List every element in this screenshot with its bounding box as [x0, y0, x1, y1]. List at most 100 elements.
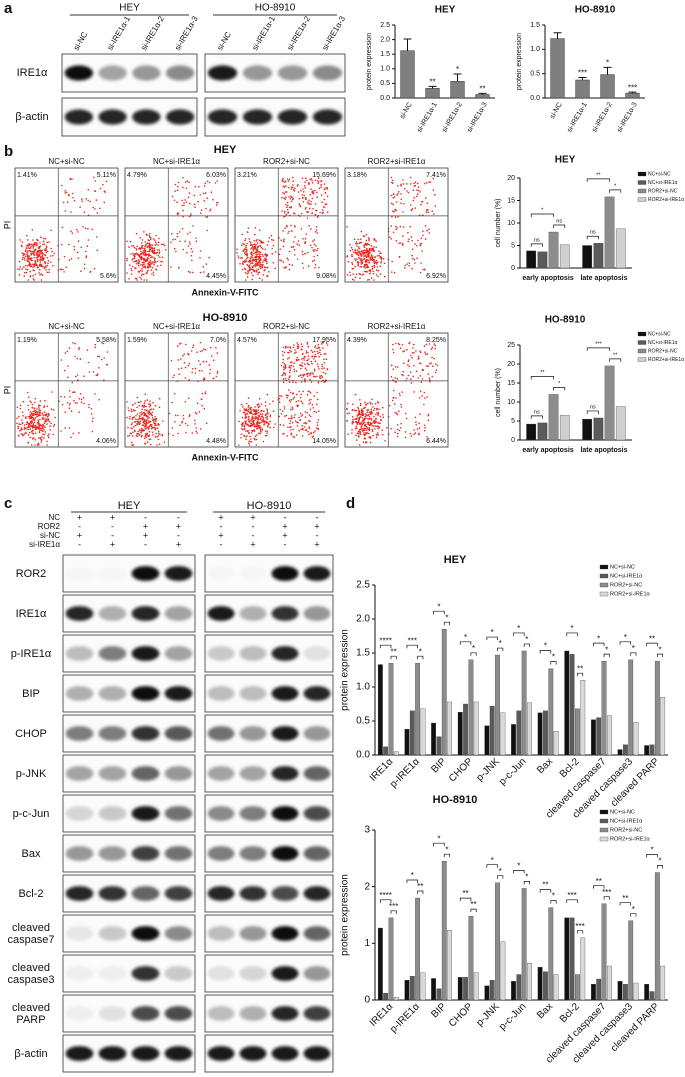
flow-event: [189, 243, 191, 245]
flow-event: [424, 351, 426, 353]
flow-event: [19, 274, 21, 276]
flow-event: [366, 259, 368, 261]
flow-event: [394, 412, 396, 414]
flow-event: [414, 262, 416, 264]
flow-event: [393, 211, 395, 213]
flow-event: [144, 430, 146, 432]
flow-event: [378, 402, 380, 404]
flow-event: [30, 437, 32, 439]
flow-event: [252, 418, 254, 420]
blot-row-label: p-c-Jun: [0, 795, 62, 832]
flow-event: [309, 179, 311, 181]
flow-event: [355, 422, 357, 424]
flow-event: [302, 435, 304, 437]
flow-event: [404, 267, 406, 269]
flow-event: [358, 246, 360, 248]
significance-bracket: [531, 214, 553, 217]
flow-event: [27, 429, 29, 431]
flow-event: [252, 255, 254, 257]
flow-event: [149, 439, 151, 441]
flow-event: [254, 251, 256, 253]
significance-label: ***: [595, 341, 602, 347]
flow-event: [358, 255, 360, 257]
blot-band: [66, 686, 94, 701]
flow-event: [394, 431, 396, 433]
flow-event: [321, 368, 323, 370]
blot-band: [208, 1006, 235, 1021]
flow-event: [200, 351, 202, 353]
flow-event: [367, 418, 369, 420]
flow-event: [155, 424, 157, 426]
flow-event: [146, 254, 148, 256]
bar: [618, 750, 622, 755]
flow-event: [150, 421, 152, 423]
flow-event: [244, 409, 246, 411]
flow-event: [286, 206, 288, 208]
flow-event: [134, 403, 136, 405]
bar: [601, 75, 615, 98]
flow-event: [255, 266, 257, 268]
flow-event: [424, 345, 426, 347]
flow-event: [48, 419, 50, 421]
flow-event: [29, 262, 31, 264]
flow-event: [144, 400, 146, 402]
blot-band: [272, 806, 299, 821]
flow-event: [408, 375, 410, 377]
flow-event: [242, 423, 244, 425]
flow-event: [142, 429, 144, 431]
flow-event: [181, 422, 183, 424]
flow-event: [391, 203, 393, 205]
flow-event: [244, 435, 246, 437]
flow-event: [357, 414, 359, 416]
flow-event: [252, 416, 254, 418]
flow-event: [50, 230, 52, 232]
flow-event: [327, 369, 329, 371]
blot-band: [66, 886, 94, 901]
flow-event: [238, 257, 240, 259]
flow-event: [183, 353, 185, 355]
flow-event: [323, 206, 325, 208]
flow-event: [298, 375, 300, 377]
flow-event: [30, 253, 32, 255]
flow-event: [174, 421, 176, 423]
flow-event: [312, 182, 314, 184]
flow-event: [150, 408, 152, 410]
flow-event: [158, 435, 160, 437]
flow-event: [142, 425, 144, 427]
y-tick-label: 2.0: [356, 614, 370, 625]
blot-row-label: IRE1α: [0, 595, 62, 632]
flow-event: [26, 235, 28, 237]
flow-event: [267, 267, 269, 269]
flow-event: [24, 432, 26, 434]
flow-event: [390, 428, 392, 430]
flow-event: [270, 414, 272, 416]
flow-event: [245, 439, 247, 441]
flow-event: [436, 369, 438, 371]
flow-event: [371, 399, 373, 401]
flow-event: [413, 344, 415, 346]
flow-event: [291, 433, 293, 435]
flow-event: [251, 420, 253, 422]
flow-event: [172, 196, 174, 198]
flow-event: [242, 263, 244, 265]
panel-label: b: [4, 143, 13, 160]
flow-event: [145, 251, 147, 253]
flow-event: [374, 250, 376, 252]
flow-event: [370, 269, 372, 271]
flow-event: [315, 203, 317, 205]
flow-event: [391, 365, 393, 367]
flow-event: [147, 257, 149, 259]
bar: [490, 706, 494, 755]
flow-event: [250, 411, 252, 413]
flow-event: [42, 426, 44, 428]
x-tick-label: late apoptosis: [580, 275, 627, 282]
x-tick-label: p-c-Jun: [497, 1001, 528, 1032]
flow-event: [401, 199, 403, 201]
flow-event: [170, 266, 172, 268]
flow-event: [380, 273, 382, 275]
flow-event: [294, 352, 296, 354]
flow-event: [363, 256, 365, 258]
bar: [495, 883, 499, 1000]
flow-event: [254, 260, 256, 262]
flow-event: [244, 240, 246, 242]
